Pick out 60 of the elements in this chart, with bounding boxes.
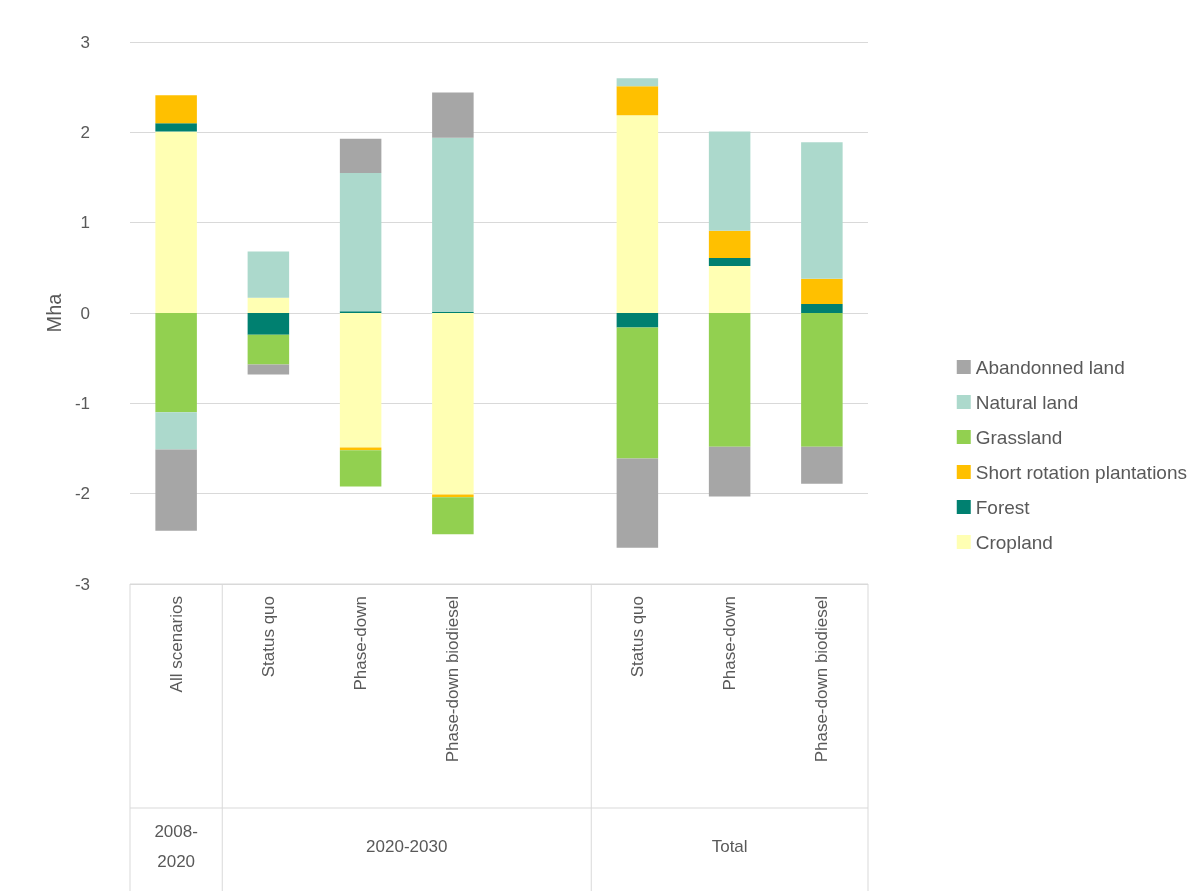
bar bbox=[708, 131, 751, 231]
bar bbox=[801, 142, 843, 279]
bar bbox=[616, 458, 659, 548]
bar bbox=[155, 95, 197, 124]
y-tick-label: 2 bbox=[80, 122, 90, 142]
bar bbox=[247, 297, 290, 313]
y-tick-label: 0 bbox=[80, 303, 90, 323]
x-tick-label: Status quo bbox=[627, 596, 647, 678]
bar bbox=[247, 251, 290, 298]
bar bbox=[155, 412, 197, 450]
x-tick-label: Status quo bbox=[258, 596, 278, 678]
bar bbox=[339, 138, 382, 173]
x-tick-label: Phase-down biodiesel bbox=[443, 596, 463, 763]
bar bbox=[247, 313, 290, 335]
y-tick-label: -2 bbox=[74, 484, 90, 504]
bar bbox=[155, 449, 197, 531]
bar bbox=[801, 278, 843, 304]
bar bbox=[616, 313, 659, 328]
bar bbox=[616, 115, 659, 313]
bar bbox=[708, 257, 751, 267]
bar bbox=[616, 86, 659, 116]
legend-label: Grassland bbox=[975, 426, 1063, 448]
bar bbox=[339, 172, 382, 312]
x-tick-label: Phase-down biodiesel bbox=[812, 596, 832, 763]
bar bbox=[616, 78, 659, 87]
bar bbox=[247, 334, 290, 365]
legend-label: Natural land bbox=[975, 391, 1079, 413]
x-tick-label: Phase-down bbox=[351, 596, 371, 691]
bar bbox=[616, 327, 659, 459]
bar bbox=[801, 313, 843, 447]
legend-label: Forest bbox=[975, 496, 1031, 518]
bar bbox=[155, 131, 197, 313]
text: Total bbox=[711, 836, 748, 856]
y-tick-label: -3 bbox=[74, 574, 90, 594]
text: 2008-2020 bbox=[154, 821, 198, 871]
bar bbox=[708, 266, 751, 313]
legend-label: Cropland bbox=[975, 531, 1053, 553]
bar bbox=[432, 497, 474, 535]
bar bbox=[247, 364, 290, 375]
bar bbox=[708, 313, 751, 447]
legend-label: Short rotation plantations bbox=[975, 461, 1187, 483]
text: 2020-2030 bbox=[366, 836, 448, 856]
bar bbox=[339, 313, 382, 448]
bar bbox=[708, 446, 751, 497]
bar bbox=[339, 450, 382, 487]
bar bbox=[432, 313, 474, 495]
legend-label: Abandonned land bbox=[975, 356, 1125, 378]
x-tick-label: Phase-down bbox=[720, 596, 740, 691]
bar bbox=[708, 230, 751, 258]
x-tick-label: All scenarios bbox=[166, 596, 186, 693]
y-tick-label: 3 bbox=[80, 32, 90, 52]
bar bbox=[801, 303, 843, 313]
bar bbox=[432, 137, 474, 313]
bar bbox=[432, 92, 474, 138]
bar bbox=[155, 123, 197, 132]
y-axis-title: Mha bbox=[42, 292, 65, 333]
bar bbox=[801, 446, 843, 484]
y-tick-label: -1 bbox=[74, 393, 90, 413]
y-tick-label: 1 bbox=[80, 213, 90, 233]
bar bbox=[155, 313, 197, 413]
